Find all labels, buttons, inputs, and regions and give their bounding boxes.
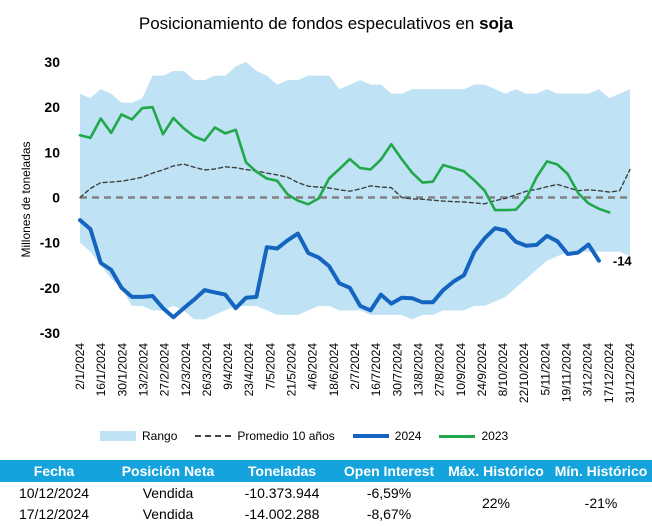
end-label-2024: -14 bbox=[613, 254, 633, 269]
y-tick-label: 10 bbox=[44, 144, 60, 160]
x-tick-label: 2/7/2024 bbox=[348, 343, 362, 390]
legend-swatch-2024 bbox=[352, 434, 389, 438]
y-tick-label: -30 bbox=[40, 325, 60, 341]
cell-toneladas: -10.373.944 bbox=[244, 484, 320, 501]
cell-fecha: 10/12/2024 bbox=[18, 484, 90, 501]
table-header-row: Fecha Posición Neta Toneladas Open Inter… bbox=[0, 460, 652, 482]
x-tick-label: 13/8/2024 bbox=[412, 343, 426, 397]
x-tick-label: 8/10/2024 bbox=[496, 343, 510, 397]
legend-swatch-range bbox=[100, 431, 136, 441]
cell-posicion: Vendida bbox=[142, 505, 194, 522]
chart: -14 30 20 10 0 -10 -20 -30 Millones de toneladas… bbox=[19, 54, 637, 403]
x-tick-label: 27/8/2024 bbox=[433, 343, 447, 397]
legend-item-2023: 2023 bbox=[439, 429, 508, 443]
header-posicion-neta: Posición Neta bbox=[108, 460, 228, 482]
cell-open-interest: -6,59% bbox=[366, 484, 412, 501]
y-tick-label: 20 bbox=[44, 99, 60, 115]
legend-label-2024: 2024 bbox=[394, 429, 422, 443]
y-tick-label: -20 bbox=[40, 280, 60, 296]
header-max-historico: Máx. Histórico bbox=[442, 460, 550, 482]
title-highlight: soja bbox=[479, 14, 514, 33]
x-tick-label: 16/7/2024 bbox=[369, 343, 383, 397]
header-fecha: Fecha bbox=[0, 460, 108, 482]
x-tick-label: 12/3/2024 bbox=[179, 343, 193, 397]
x-tick-label: 3/12/2024 bbox=[581, 343, 595, 397]
x-tick-label: 30/7/2024 bbox=[390, 343, 404, 397]
cell-fecha: 17/12/2024 bbox=[18, 505, 90, 522]
header-min-historico: Mín. Histórico bbox=[550, 460, 652, 482]
x-tick-label: 7/5/2024 bbox=[263, 343, 277, 390]
legend-item-avg: Promedio 10 años bbox=[195, 429, 335, 443]
y-tick-label: 0 bbox=[52, 190, 60, 206]
header-toneladas: Toneladas bbox=[228, 460, 336, 482]
x-tick-label: 9/4/2024 bbox=[221, 343, 235, 390]
x-tick-label: 24/9/2024 bbox=[475, 343, 489, 397]
y-tick-label: -10 bbox=[40, 235, 60, 251]
title-prefix: Posicionamiento de fondos especulativos … bbox=[138, 14, 475, 33]
legend-swatch-avg bbox=[195, 435, 232, 437]
position-table: Fecha Posición Neta Toneladas Open Inter… bbox=[0, 460, 652, 524]
cell-open-interest: -8,67% bbox=[366, 505, 412, 522]
legend: Rango Promedio 10 años 2024 2023 bbox=[100, 428, 526, 444]
series-line-2024 bbox=[78, 218, 601, 320]
series-line-2023 bbox=[78, 105, 611, 214]
y-axis-label: Millones de toneladas bbox=[19, 141, 33, 257]
table-row: 10/12/2024 Vendida -10.373.944 -6,59% 22… bbox=[0, 482, 652, 512]
header-open-interest: Open Interest bbox=[336, 460, 442, 482]
x-tick-label: 27/2/2024 bbox=[158, 343, 172, 397]
legend-item-range: Rango bbox=[100, 429, 177, 443]
legend-label-2023: 2023 bbox=[481, 429, 509, 443]
x-tick-label: 16/1/2024 bbox=[94, 343, 108, 397]
x-tick-label: 5/11/2024 bbox=[538, 343, 552, 396]
x-tick-label: 17/12/2024 bbox=[602, 343, 616, 403]
x-tick-label: 30/1/2024 bbox=[115, 343, 129, 397]
x-tick-label: 19/11/2024 bbox=[560, 343, 574, 402]
legend-label-avg: Promedio 10 años bbox=[237, 429, 335, 443]
x-tick-label: 4/6/2024 bbox=[306, 343, 320, 390]
legend-item-2024: 2024 bbox=[352, 429, 422, 443]
cell-toneladas: -14.002.288 bbox=[244, 505, 320, 522]
legend-swatch-2023 bbox=[439, 434, 476, 438]
x-tick-label: 23/4/2024 bbox=[242, 343, 256, 397]
x-tick-label: 22/10/2024 bbox=[517, 343, 531, 403]
cell-max-historico: 22% bbox=[481, 495, 511, 511]
series-line-promedio bbox=[79, 163, 631, 205]
table-row: 17/12/2024 Vendida -14.002.288 -8,67% bbox=[0, 503, 652, 524]
x-tick-label: 18/6/2024 bbox=[327, 343, 341, 397]
x-tick-label: 2/1/2024 bbox=[73, 343, 87, 390]
chart-title: Posicionamiento de fondos especulativos … bbox=[0, 14, 652, 34]
x-tick-label: 13/2/2024 bbox=[137, 343, 151, 397]
legend-label-range: Rango bbox=[142, 429, 178, 443]
y-tick-label: 30 bbox=[44, 54, 60, 70]
x-tick-label: 10/9/2024 bbox=[454, 343, 468, 397]
cell-min-historico: -21% bbox=[584, 495, 618, 511]
x-tick-label: 31/12/2024 bbox=[623, 343, 637, 403]
x-tick-label: 21/5/2024 bbox=[285, 343, 299, 397]
cell-posicion: Vendida bbox=[142, 484, 194, 501]
x-tick-label: 26/3/2024 bbox=[200, 343, 214, 397]
